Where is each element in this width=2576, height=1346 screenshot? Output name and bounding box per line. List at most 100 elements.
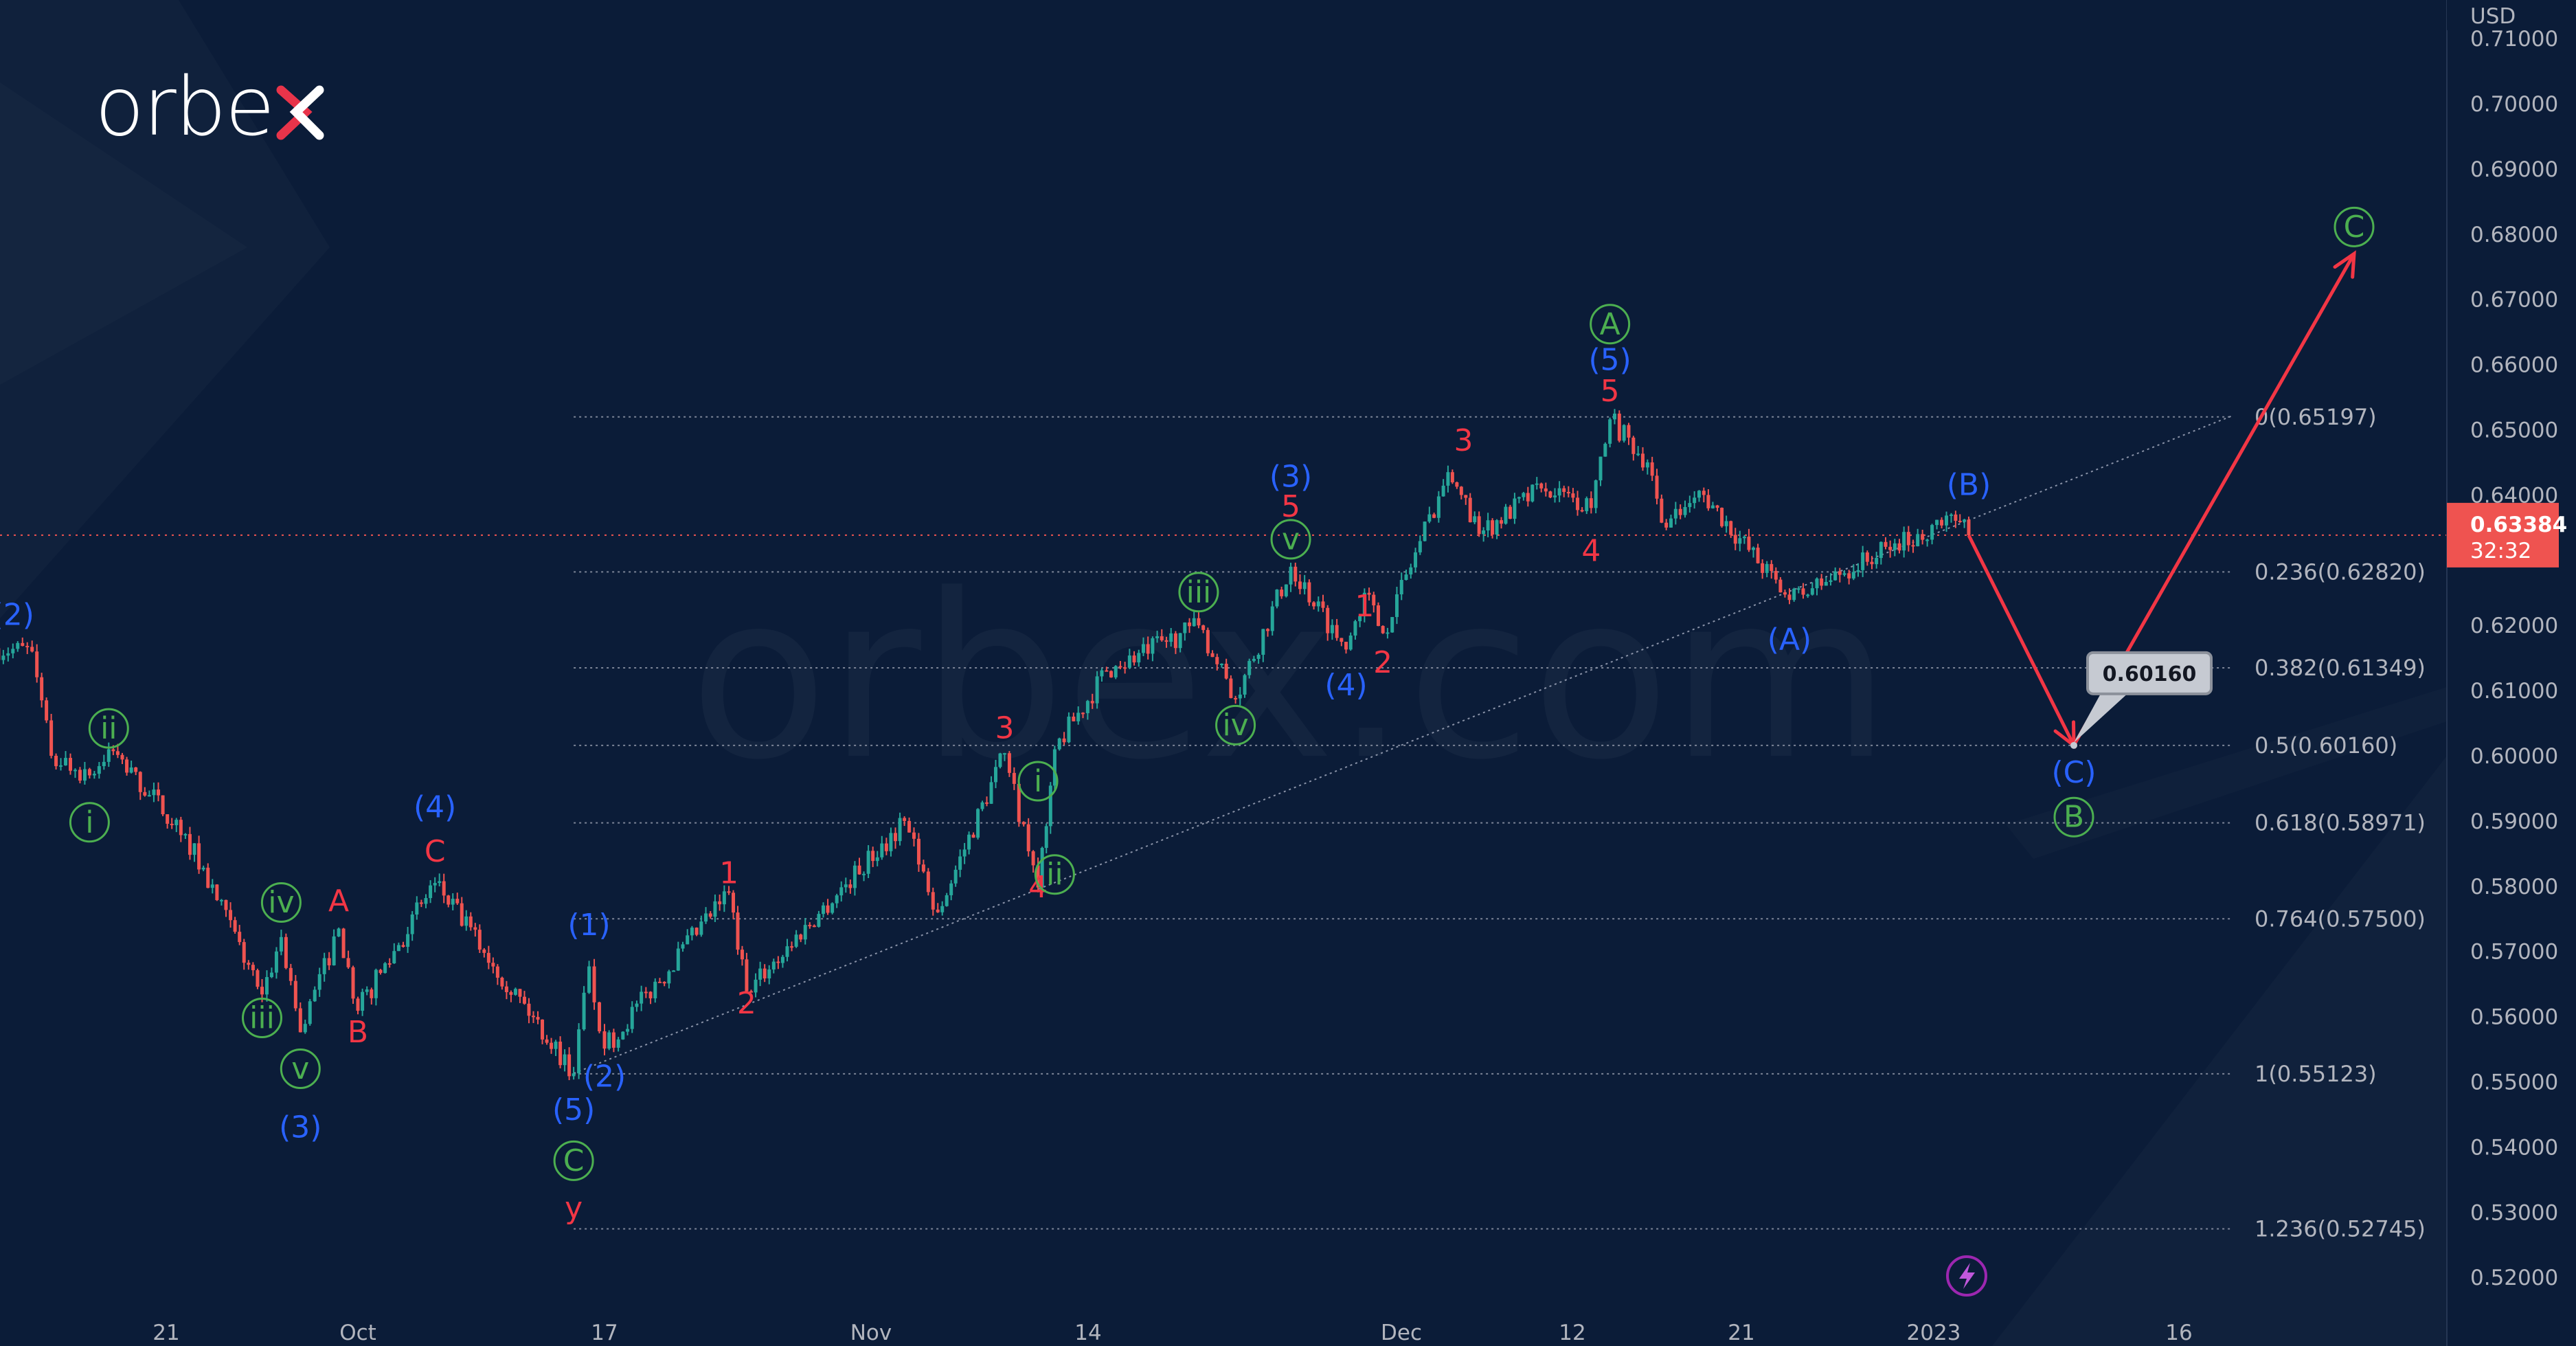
candle <box>1824 581 1828 586</box>
wave-label: iii <box>1178 572 1219 613</box>
price-axis[interactable] <box>2447 0 2576 1346</box>
candle <box>611 1032 615 1048</box>
candle <box>1756 548 1760 563</box>
candle <box>1706 495 1710 508</box>
candle <box>1954 514 1958 521</box>
candle <box>370 989 374 998</box>
candle <box>1636 453 1640 456</box>
wave-label-text: v <box>291 1051 309 1086</box>
candle <box>1026 824 1030 851</box>
candle <box>1090 701 1094 704</box>
candle <box>1293 566 1298 582</box>
candle <box>1598 456 1603 481</box>
candle <box>522 996 526 1004</box>
price-tick: 0.60000 <box>2470 744 2558 769</box>
candle <box>839 887 844 896</box>
candle <box>1761 563 1765 573</box>
wave-label-text: iv <box>268 885 294 920</box>
candle <box>936 909 940 912</box>
candle <box>1888 546 1893 550</box>
wave-label-text: (2) <box>583 1059 626 1094</box>
candle <box>592 966 596 1002</box>
candle <box>1224 663 1228 679</box>
candle <box>630 1007 634 1029</box>
candle <box>1188 622 1192 627</box>
wave-label-text: 5 <box>1281 489 1300 524</box>
wave-label-text: v <box>1282 521 1300 557</box>
candle <box>500 977 504 987</box>
wave-label-circle <box>1017 761 1059 802</box>
candle <box>1770 563 1774 571</box>
wave-label: (3) <box>279 1110 321 1145</box>
candle <box>1967 519 1971 536</box>
candle <box>387 963 392 965</box>
candle <box>1192 618 1196 627</box>
candle <box>188 833 192 855</box>
candle <box>1321 601 1325 608</box>
candle <box>848 884 852 888</box>
candle <box>808 925 812 927</box>
candle <box>577 1029 581 1074</box>
candle <box>224 899 228 910</box>
wave-label-circle <box>2334 206 2375 247</box>
candle <box>429 885 433 899</box>
candle <box>1146 644 1150 654</box>
candle <box>406 934 410 947</box>
wave-label-circle <box>1034 854 1075 895</box>
candle <box>866 851 870 874</box>
candle <box>1842 573 1846 575</box>
time-tick: Nov <box>850 1321 892 1345</box>
fibonacci-retracement[interactable]: 0(0.65197) 0.236(0.62820) 0.382(0.61349) 0.… <box>574 404 2426 1242</box>
candle <box>1017 783 1021 822</box>
wave-label: v <box>1270 519 1311 560</box>
time-tick: 12 <box>1559 1321 1585 1345</box>
wave-label-text: A <box>1600 306 1620 341</box>
wave-label: 2 <box>737 986 756 1021</box>
candle <box>1123 667 1127 669</box>
candle <box>1151 638 1155 654</box>
candle <box>1752 548 1756 550</box>
wave-label-text: C <box>425 834 446 869</box>
candle <box>1409 567 1413 575</box>
candle <box>170 823 174 826</box>
candle <box>1229 678 1233 698</box>
price-tick: 0.58000 <box>2470 875 2558 899</box>
candle <box>495 966 499 978</box>
candle <box>1178 633 1182 649</box>
candle <box>1482 530 1486 535</box>
candle <box>1390 617 1394 633</box>
candle <box>1358 616 1362 622</box>
candle <box>1940 519 1944 526</box>
candle <box>567 1054 572 1077</box>
candle <box>303 1024 307 1033</box>
candle <box>1155 636 1160 638</box>
candle <box>1930 525 1934 540</box>
candle <box>1792 588 1796 601</box>
trendline[interactable] <box>573 415 2232 1075</box>
candle <box>727 891 731 893</box>
candle <box>509 991 513 995</box>
candle <box>1316 601 1320 607</box>
candle <box>1266 629 1270 631</box>
candle <box>699 921 703 935</box>
candle <box>598 1002 602 1031</box>
wave-label-text: (4) <box>414 789 456 825</box>
wave-label: (5) <box>1589 342 1631 377</box>
candle <box>893 833 897 842</box>
candle <box>531 1016 535 1018</box>
wave-label-text: (5) <box>1589 342 1631 377</box>
time-axis[interactable]: 21 Oct 17 Nov 14 Dec 12 21 2023 16 <box>152 1321 2192 1345</box>
candle <box>762 968 767 978</box>
candle <box>541 1019 545 1040</box>
candle <box>92 774 96 776</box>
price-tick: 0.71000 <box>2470 27 2558 52</box>
candle <box>916 838 920 865</box>
candle <box>1517 497 1521 499</box>
candle <box>1206 629 1210 653</box>
candle <box>1386 632 1390 634</box>
forecast-arrow[interactable] <box>1967 535 2076 746</box>
alert-button[interactable] <box>1946 1255 1987 1297</box>
logo: orbe <box>95 59 324 154</box>
candle <box>1655 475 1659 499</box>
